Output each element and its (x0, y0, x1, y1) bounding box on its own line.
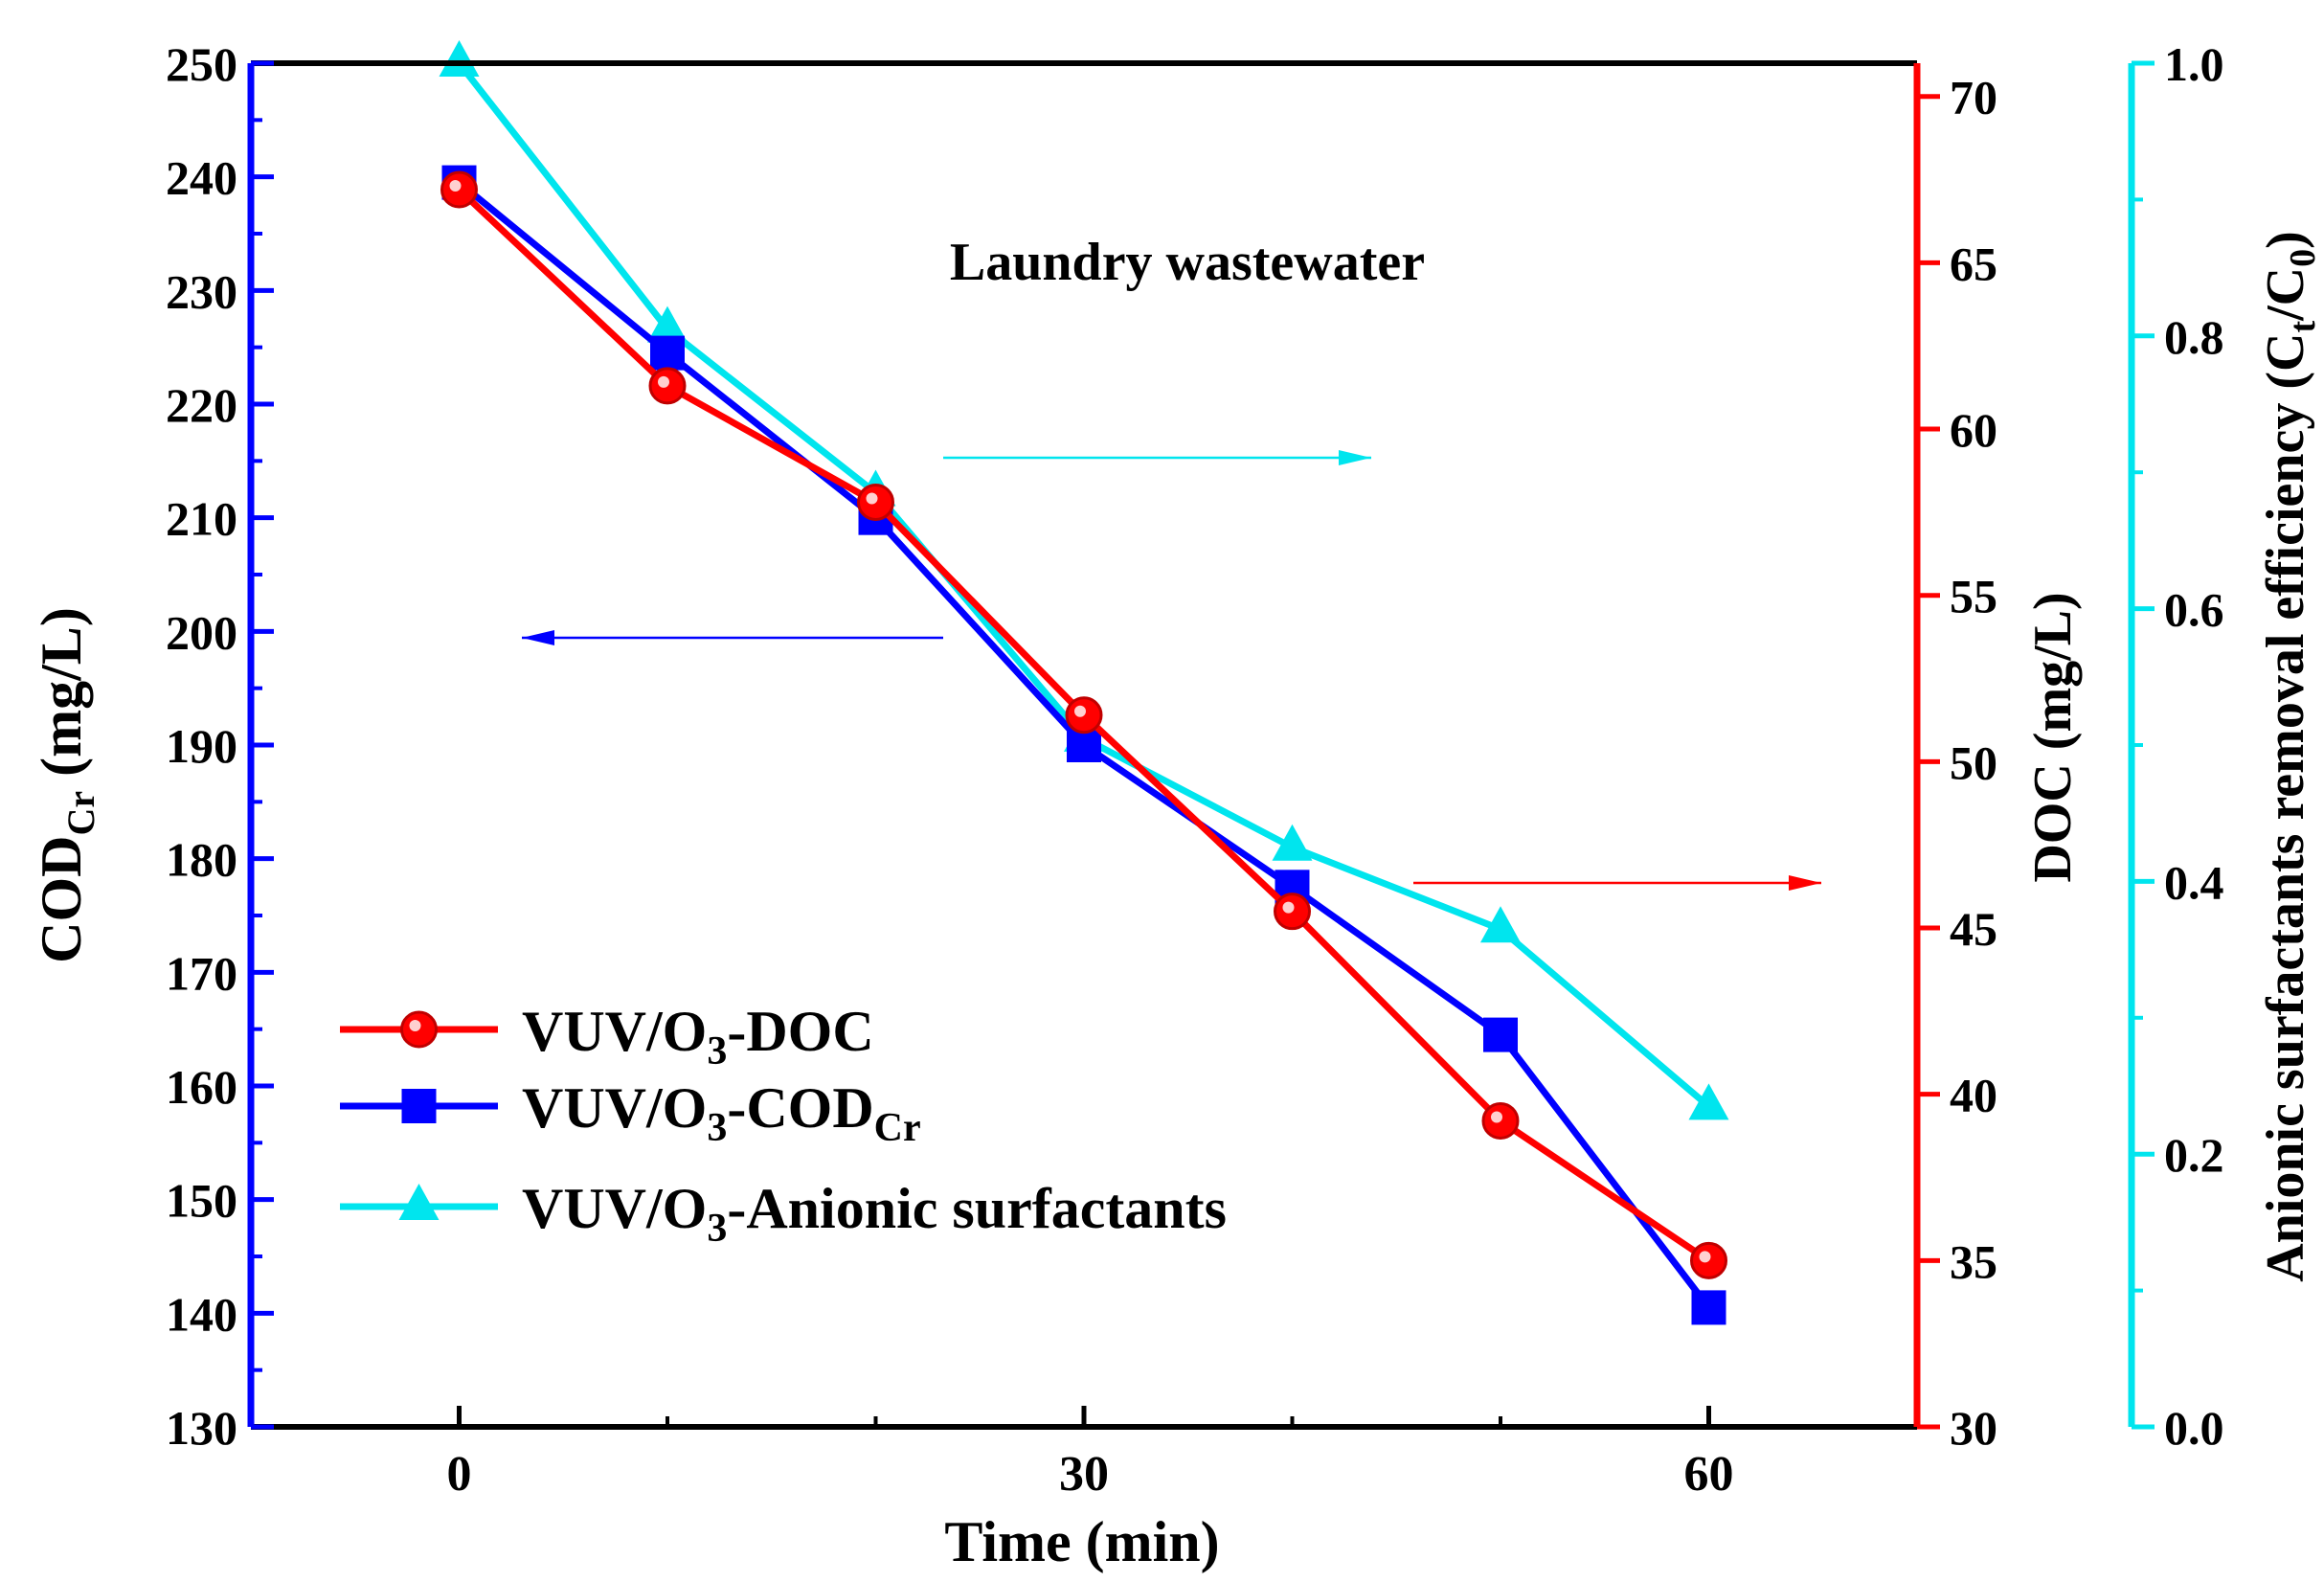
x-axis-label: Time (min) (944, 1510, 1219, 1573)
legend-label: VUV/O3-CODCr (522, 1076, 921, 1150)
arrow-to-doc-axis-head (1789, 875, 1821, 891)
legend-entry: VUV/O3-Anionic surfactants (340, 1177, 1227, 1251)
legend-marker (401, 1089, 437, 1123)
chart-title: Laundry wastewater (950, 233, 1425, 292)
x-tick-label: 0 (447, 1447, 472, 1502)
surfactant-tick-label: 1.0 (2164, 37, 2224, 91)
legend-label-sub: 3 (707, 1207, 727, 1251)
series-layer (439, 40, 1729, 1325)
data-point-highlight (1282, 901, 1295, 914)
legend-label-tail: -DOC (727, 1000, 873, 1063)
arrow-to-surfactant-axis (943, 450, 1371, 465)
doc-tick-label: 55 (1950, 570, 1997, 623)
arrow-to-surfactant-axis-head (1339, 450, 1371, 465)
series-circle (440, 170, 1727, 1279)
data-point (1691, 1290, 1726, 1325)
legend-label: VUV/O3-Anionic surfactants (522, 1177, 1227, 1251)
doc-tick-label: 50 (1950, 735, 1997, 789)
data-point-highlight (449, 179, 462, 192)
arrow-to-cod-axis (522, 630, 943, 645)
doc-tick-label: 60 (1950, 403, 1997, 457)
data-point (1688, 1083, 1729, 1120)
left-tick-label: 140 (166, 1287, 237, 1341)
series-square (441, 165, 1726, 1325)
doc-tick-label: 30 (1950, 1401, 1997, 1455)
left-axis-label: CODCr (mg/L) (30, 607, 102, 963)
left-tick-label: 190 (166, 719, 237, 773)
arrow-to-doc-axis (1413, 875, 1821, 891)
surfactant-tick-label: 0.2 (2164, 1128, 2224, 1182)
left-tick-label: 200 (166, 605, 237, 659)
arrow-to-cod-axis-head (522, 630, 554, 645)
left-tick-label: 180 (166, 833, 237, 887)
direction-arrows (522, 450, 1821, 891)
x-tick-label: 60 (1684, 1447, 1734, 1502)
legend-marker-highlight (409, 1020, 421, 1031)
left-tick-label: 150 (166, 1174, 237, 1228)
data-point-highlight (866, 492, 878, 505)
data-point-highlight (1699, 1251, 1711, 1263)
left-tick-label: 240 (166, 151, 237, 205)
surfactant-tick-label: 0.6 (2164, 583, 2224, 637)
legend-entry: VUV/O3-DOC (340, 1000, 874, 1074)
surfactant-tick-label: 0.4 (2164, 855, 2224, 909)
doc-tick-label: 70 (1950, 71, 1997, 124)
legend-label-sub: 3 (707, 1029, 727, 1074)
data-point (647, 305, 688, 343)
left-tick-label: 130 (166, 1401, 237, 1455)
doc-tick-label: 65 (1950, 237, 1997, 290)
doc-tick-label: 35 (1950, 1234, 1997, 1288)
data-point (650, 335, 685, 371)
data-point (1480, 906, 1521, 943)
series-triangle (439, 40, 1729, 1120)
left-tick-label: 250 (166, 37, 237, 91)
doc-tick-label: 40 (1950, 1069, 1997, 1122)
legend-label-tail: -COD (727, 1076, 873, 1140)
legend-label: VUV/O3-DOC (522, 1000, 874, 1074)
legend-label-main: VUV/O (522, 1076, 707, 1140)
left-tick-label: 170 (166, 946, 237, 1000)
left-tick-label: 230 (166, 264, 237, 318)
right-axis-doc-label: DOC (mg/L) (2023, 592, 2083, 882)
left-tick-label: 160 (166, 1060, 237, 1114)
data-point-highlight (1491, 1111, 1502, 1123)
data-point-highlight (1074, 705, 1086, 717)
legend-label-main: VUV/O (522, 1177, 707, 1240)
left-tick-label: 210 (166, 492, 237, 546)
legend-marker (398, 1184, 440, 1220)
data-point-highlight (658, 375, 669, 388)
surfactant-tick-label: 0.8 (2164, 310, 2224, 364)
right-axis-surfactant-label: Anionic surfactants removal efficiency (… (2256, 231, 2323, 1282)
legend-entry: VUV/O3-CODCr (340, 1076, 921, 1150)
x-tick-label: 30 (1059, 1447, 1109, 1502)
doc-tick-label: 45 (1950, 902, 1997, 956)
data-point (1272, 824, 1313, 861)
left-tick-label: 220 (166, 378, 237, 432)
axes-layer: 0 30 60 130 140 150 160 170 180 190 200 210 220 230 24… (166, 37, 2224, 1502)
data-point (1483, 1017, 1518, 1052)
data-point (439, 40, 480, 77)
legend-label-tail: -Anionic surfactants (727, 1177, 1227, 1240)
legend-label-main: VUV/O (522, 1000, 707, 1063)
series-line (456, 60, 1711, 1110)
legend-label-sub2: Cr (874, 1106, 921, 1150)
surfactant-tick-label: 0.0 (2164, 1401, 2224, 1455)
legend-label-sub: 3 (707, 1106, 727, 1150)
